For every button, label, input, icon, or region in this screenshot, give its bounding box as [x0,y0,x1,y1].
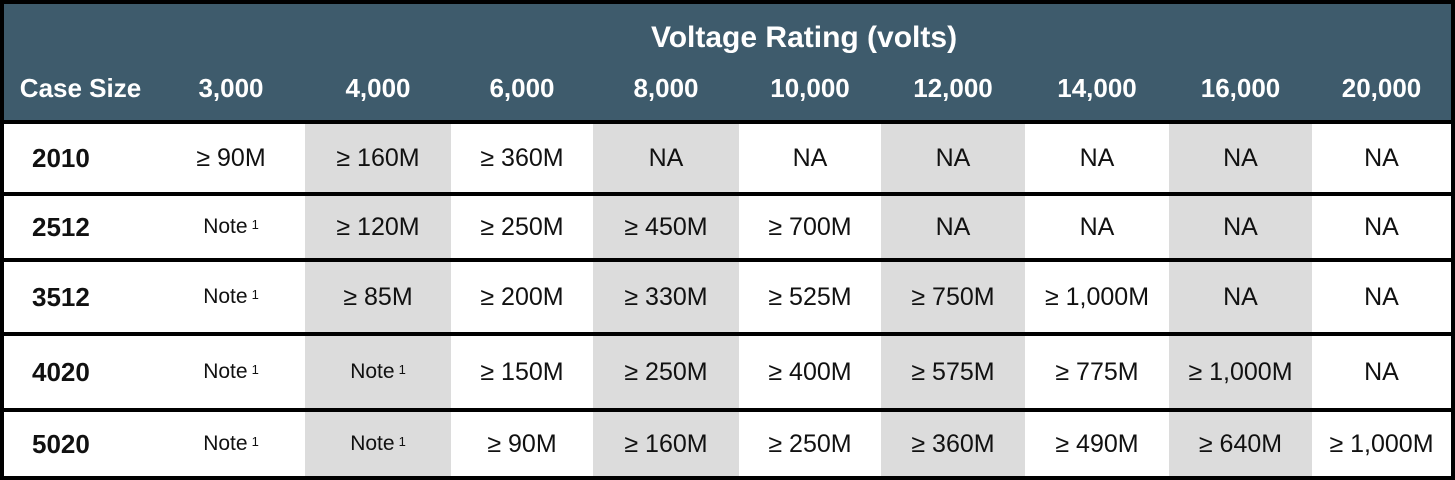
value-cell: ≥ 90M [157,124,305,192]
voltage-rating-super-header: Voltage Rating (volts) [650,21,958,54]
value-cell: NA [881,196,1025,258]
value-cell: NA [1312,262,1451,332]
table-row: 5020 Note 1 Note 1 ≥ 90M ≥ 160M ≥ 250M ≥ 3… [4,412,1451,476]
table-header: Voltage Rating (volts) Case Size 3,000 4… [4,4,1451,120]
value-cell: ≥ 490M [1025,412,1169,476]
header-12000: 12,000 [913,73,993,103]
note-superscript: 1 [251,433,259,449]
value-cell: ≥ 200M [451,262,593,332]
value-cell: NA [1312,196,1451,258]
value-cell: ≥ 450M [593,196,739,258]
table-row: 4020 Note 1 Note 1 ≥ 150M ≥ 250M ≥ 400M ≥ … [4,336,1451,408]
value-cell: ≥ 120M [305,196,451,258]
value-cell: ≥ 360M [881,412,1025,476]
header-20000: 20,000 [1341,73,1422,103]
value-cell: ≥ 525M [739,262,881,332]
note-label: Note [203,360,248,383]
value-cell: ≥ 400M [739,336,881,408]
note-label: Note [350,360,395,383]
header-case-size: Case Size [19,73,142,103]
case-size-cell: 2010 [4,124,157,192]
value-cell: ≥ 250M [593,336,739,408]
value-cell: ≥ 575M [881,336,1025,408]
value-cell: NA [881,124,1025,192]
note-label: Note [203,432,248,455]
value-cell: ≥ 750M [881,262,1025,332]
value-cell: ≥ 85M [305,262,451,332]
note-superscript: 1 [398,433,406,449]
value-cell: ≥ 1,000M [1169,336,1312,408]
note-cell: Note 1 [157,196,305,258]
table-row: 3512 Note 1 ≥ 85M ≥ 200M ≥ 330M ≥ 525M ≥ … [4,262,1451,332]
value-cell: ≥ 90M [451,412,593,476]
note-superscript: 1 [251,216,259,232]
header-10000: 10,000 [770,73,850,103]
note-superscript: 1 [251,286,259,302]
header-4000: 4,000 [345,73,411,103]
note-label: Note [203,215,248,238]
note-cell: Note 1 [157,336,305,408]
value-cell: ≥ 330M [593,262,739,332]
value-cell: NA [739,124,881,192]
note-cell: Note 1 [157,262,305,332]
value-cell: ≥ 700M [739,196,881,258]
value-cell: NA [1169,262,1312,332]
value-cell: NA [1025,196,1169,258]
value-cell: NA [593,124,739,192]
header-8000: 8,000 [633,73,699,103]
value-cell: ≥ 160M [305,124,451,192]
value-cell: ≥ 160M [593,412,739,476]
case-size-cell: 4020 [4,336,157,408]
header-3000: 3,000 [198,73,264,103]
value-cell: ≥ 640M [1169,412,1312,476]
value-cell: NA [1312,124,1451,192]
value-cell: ≥ 1,000M [1025,262,1169,332]
value-cell: ≥ 150M [451,336,593,408]
value-cell: ≥ 250M [451,196,593,258]
value-cell: ≥ 360M [451,124,593,192]
value-cell: ≥ 775M [1025,336,1169,408]
value-cell: ≥ 1,000M [1312,412,1451,476]
case-size-cell: 3512 [4,262,157,332]
case-size-cell: 2512 [4,196,157,258]
header-16000: 16,000 [1200,73,1281,103]
note-cell: Note 1 [305,412,451,476]
note-cell: Note 1 [157,412,305,476]
value-cell: NA [1169,196,1312,258]
table-row: 2512 Note 1 ≥ 120M ≥ 250M ≥ 450M ≥ 700M N… [4,196,1451,258]
value-cell: NA [1025,124,1169,192]
header-14000: 14,000 [1057,73,1137,103]
value-cell: NA [1312,336,1451,408]
note-cell: Note 1 [305,336,451,408]
value-cell: ≥ 250M [739,412,881,476]
case-size-cell: 5020 [4,412,157,476]
note-label: Note [350,432,395,455]
value-cell: NA [1169,124,1312,192]
note-superscript: 1 [398,361,406,377]
note-label: Note [203,285,248,308]
table-row: 2010 ≥ 90M ≥ 160M ≥ 360M NA NA NA NA NA … [4,124,1451,192]
note-superscript: 1 [251,361,259,377]
header-6000: 6,000 [489,73,555,103]
